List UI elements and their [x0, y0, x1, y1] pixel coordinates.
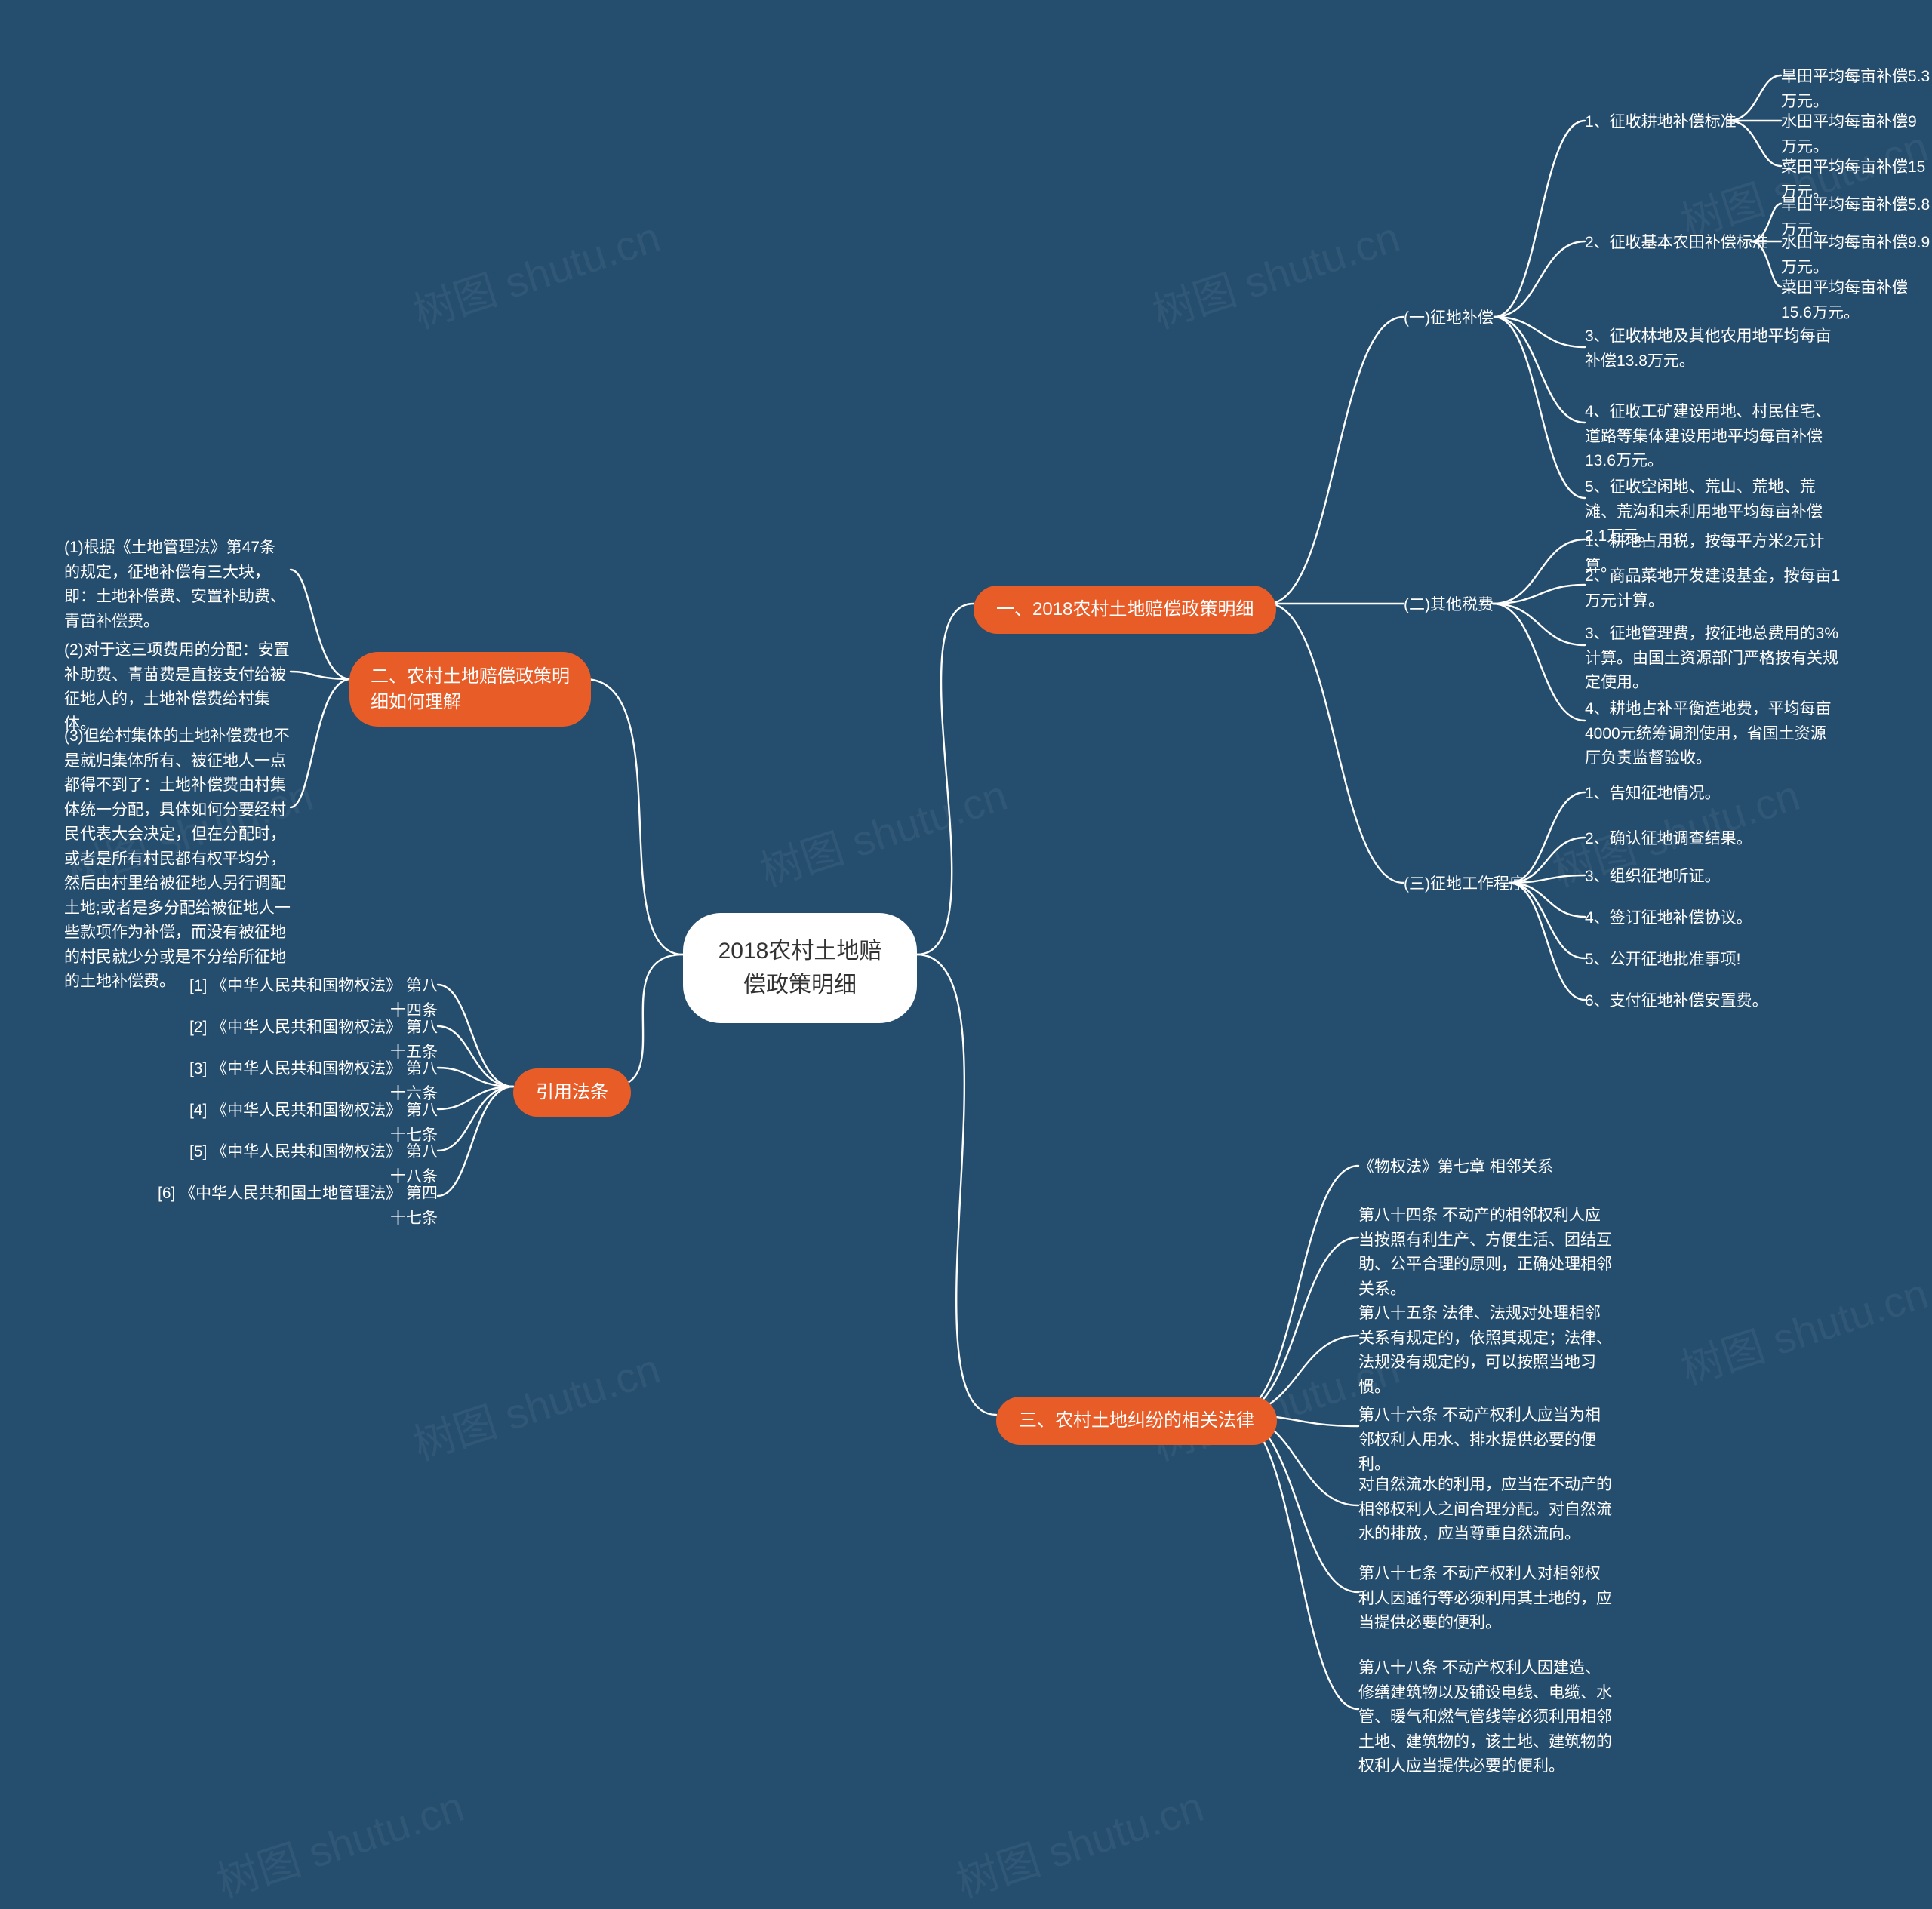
leaf-3-4: 第八十六条 不动产权利人应当为相邻权利人用水、排水提供必要的便利。: [1358, 1403, 1615, 1477]
leaf-2-3: (3)但给村集体的土地补偿费也不是就归集体所有、被征地人一点都得不到了：土地补偿…: [64, 724, 291, 994]
leaf-1-1-2-c: 菜田平均每亩补偿15.6万元。: [1781, 276, 1932, 325]
leaf-1-1-1-a: 旱田平均每亩补偿5.3万元。: [1781, 65, 1932, 114]
leaf-1-3-3: 3、组织征地听证。: [1585, 865, 1721, 890]
branch-4: 引用法条: [513, 1068, 631, 1117]
leaf-1-3-5: 5、公开征地批准事项!: [1585, 948, 1741, 973]
leaf-1-1-1-b: 水田平均每亩补偿9万元。: [1781, 110, 1932, 159]
leaf-3-3: 第八十五条 法律、法规对处理相邻关系有规定的，依照其规定；法律、法规没有规定的，…: [1358, 1302, 1615, 1400]
leaf-3-7: 第八十八条 不动产权利人因建造、修缮建筑物以及铺设电线、电缆、水管、暖气和燃气管…: [1358, 1656, 1615, 1779]
leaf-4-6: [6] 《中华人民共和国土地管理法》 第四十七条: [147, 1182, 438, 1231]
leaf-1-2-2: 2、商品菜地开发建设基金，按每亩1万元计算。: [1585, 564, 1841, 613]
branch-2: 二、农村土地赔偿政策明细如何理解: [349, 652, 591, 727]
leaf-3-1: 《物权法》第七章 相邻关系: [1358, 1155, 1553, 1180]
sub-1-1-1: 1、征收耕地补偿标准: [1585, 110, 1737, 135]
sub-1-1: (一)征地补偿: [1404, 306, 1494, 331]
leaf-1-1-3: 3、征收林地及其他农用地平均每亩补偿13.8万元。: [1585, 324, 1841, 374]
leaf-1-3-4: 4、签订征地补偿协议。: [1585, 906, 1752, 931]
leaf-1-2-4: 4、耕地占补平衡造地费，平均每亩4000元统筹调剂使用，省国土资源厅负责监督验收…: [1585, 697, 1841, 771]
watermark: 树图 shutu.cn: [405, 1336, 667, 1473]
watermark: 树图 shutu.cn: [948, 1773, 1211, 1909]
leaf-1-3-6: 6、支付征地补偿安置费。: [1585, 989, 1768, 1014]
leaf-2-2: (2)对于这三项费用的分配：安置补助费、青苗费是直接支付给被征地人的，土地补偿费…: [64, 638, 291, 736]
watermark: 树图 shutu.cn: [208, 1773, 471, 1909]
leaf-3-6: 第八十七条 不动产权利人对相邻权利人因通行等必须利用其土地的，应当提供必要的便利…: [1358, 1562, 1615, 1636]
watermark: 树图 shutu.cn: [752, 762, 1014, 899]
watermark: 树图 shutu.cn: [1672, 1260, 1932, 1397]
sub-1-3: (三)征地工作程序: [1404, 872, 1525, 897]
watermark: 树图 shutu.cn: [405, 204, 667, 341]
root-node: 2018农村土地赔偿政策明细: [683, 913, 917, 1023]
leaf-1-3-1: 1、告知征地情况。: [1585, 782, 1721, 807]
leaf-1-1-4: 4、征收工矿建设用地、村民住宅、道路等集体建设用地平均每亩补偿13.6万元。: [1585, 400, 1841, 474]
branch-1: 一、2018农村土地赔偿政策明细: [974, 586, 1276, 634]
leaf-1-3-2: 2、确认征地调查结果。: [1585, 827, 1752, 852]
branch-3: 三、农村土地纠纷的相关法律: [996, 1397, 1277, 1445]
leaf-1-1-2-b: 水田平均每亩补偿9.9万元。: [1781, 231, 1932, 280]
sub-1-2: (二)其他税费: [1404, 593, 1494, 618]
leaf-2-1: (1)根据《土地管理法》第47条的规定，征地补偿有三大块，即：土地补偿费、安置补…: [64, 536, 291, 634]
leaf-3-2: 第八十四条 不动产的相邻权利人应当按照有利生产、方便生活、团结互助、公平合理的原…: [1358, 1204, 1615, 1302]
leaf-1-2-3: 3、征地管理费，按征地总费用的3%计算。由国土资源部门严格按有关规定使用。: [1585, 622, 1841, 696]
sub-1-1-2: 2、征收基本农田补偿标准: [1585, 231, 1768, 256]
leaf-3-5: 对自然流水的利用，应当在不动产的相邻权利人之间合理分配。对自然流水的排放，应当尊…: [1358, 1473, 1615, 1547]
watermark: 树图 shutu.cn: [1144, 204, 1407, 341]
